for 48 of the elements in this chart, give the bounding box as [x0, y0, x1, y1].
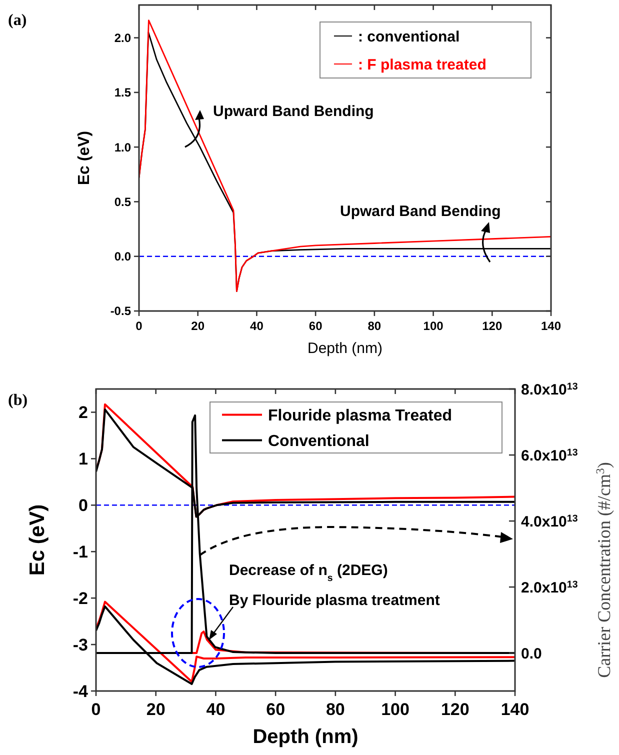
y-tick-label: 1	[78, 450, 88, 469]
annotation: By Flouride plasma treatment	[229, 592, 440, 609]
y-tick-label: -2	[72, 589, 88, 608]
x-tick-label: 40	[250, 319, 264, 333]
y-tick-label: 0.5	[114, 194, 132, 209]
x-tick-label: 80	[326, 700, 345, 719]
y2-tick-label: 8.0x10$^{13}$	[521, 380, 578, 398]
x-tick-label: 40	[206, 700, 226, 719]
y-tick-label: -0.5	[110, 304, 132, 318]
y-tick-label: -3	[72, 635, 88, 654]
y-tick-label: 0.0	[114, 250, 132, 264]
annotation: Upward Band Bending	[340, 203, 501, 220]
legend-label: Conventional	[268, 432, 370, 450]
x-tick-label: 60	[266, 700, 286, 719]
text: (b)	[8, 392, 28, 409]
y-tick-label: 2.0	[114, 30, 132, 45]
x-tick-label: 100	[381, 700, 410, 719]
y2-tick-label: 6.0x10$^{13}$	[521, 446, 578, 464]
x-tick-label: 140	[540, 319, 562, 333]
x-tick-label: 20	[191, 319, 205, 333]
x-axis-title: Depth (nm)	[252, 726, 358, 748]
y2-tick-label: 2.0x10$^{13}$	[521, 578, 578, 596]
annotation: Upward Band Bending	[213, 103, 374, 120]
y-axis-title: Ec (eV)	[26, 504, 49, 576]
legend-label: : conventional	[358, 28, 460, 46]
y2-tick-label: 0.0	[521, 645, 542, 662]
y-tick-label: -1	[72, 542, 88, 562]
x-tick-label: 0	[136, 319, 143, 333]
x-tick-label: 20	[146, 700, 166, 719]
x-tick-label: 100	[423, 319, 444, 333]
y-tick-label: -4	[72, 682, 89, 701]
x-tick-label: 120	[482, 319, 502, 333]
y-tick-label: 1.5	[114, 86, 132, 100]
x-axis-title: Depth (nm)	[307, 340, 383, 357]
x-tick-label: 140	[500, 700, 530, 719]
x-tick-label: 0	[91, 700, 101, 719]
text: (a)	[8, 12, 27, 29]
y-axis-title: Ec (eV)	[76, 130, 93, 186]
annotation: Decrease of n$_{s}$ (2DEG)	[229, 562, 388, 584]
x-tick-label: 60	[308, 319, 323, 333]
y-tick-label: 1.0	[114, 140, 132, 154]
legend-label: : F plasma treated	[358, 56, 486, 74]
y2-tick-label: 4.0x10$^{13}$	[521, 512, 578, 530]
x-tick-label: 120	[440, 700, 470, 719]
x-tick-label: 80	[368, 319, 382, 333]
y-tick-label: 0	[78, 496, 88, 516]
legend-label: Flouride plasma Treated	[268, 407, 452, 424]
y-tick-label: 2	[78, 403, 88, 422]
